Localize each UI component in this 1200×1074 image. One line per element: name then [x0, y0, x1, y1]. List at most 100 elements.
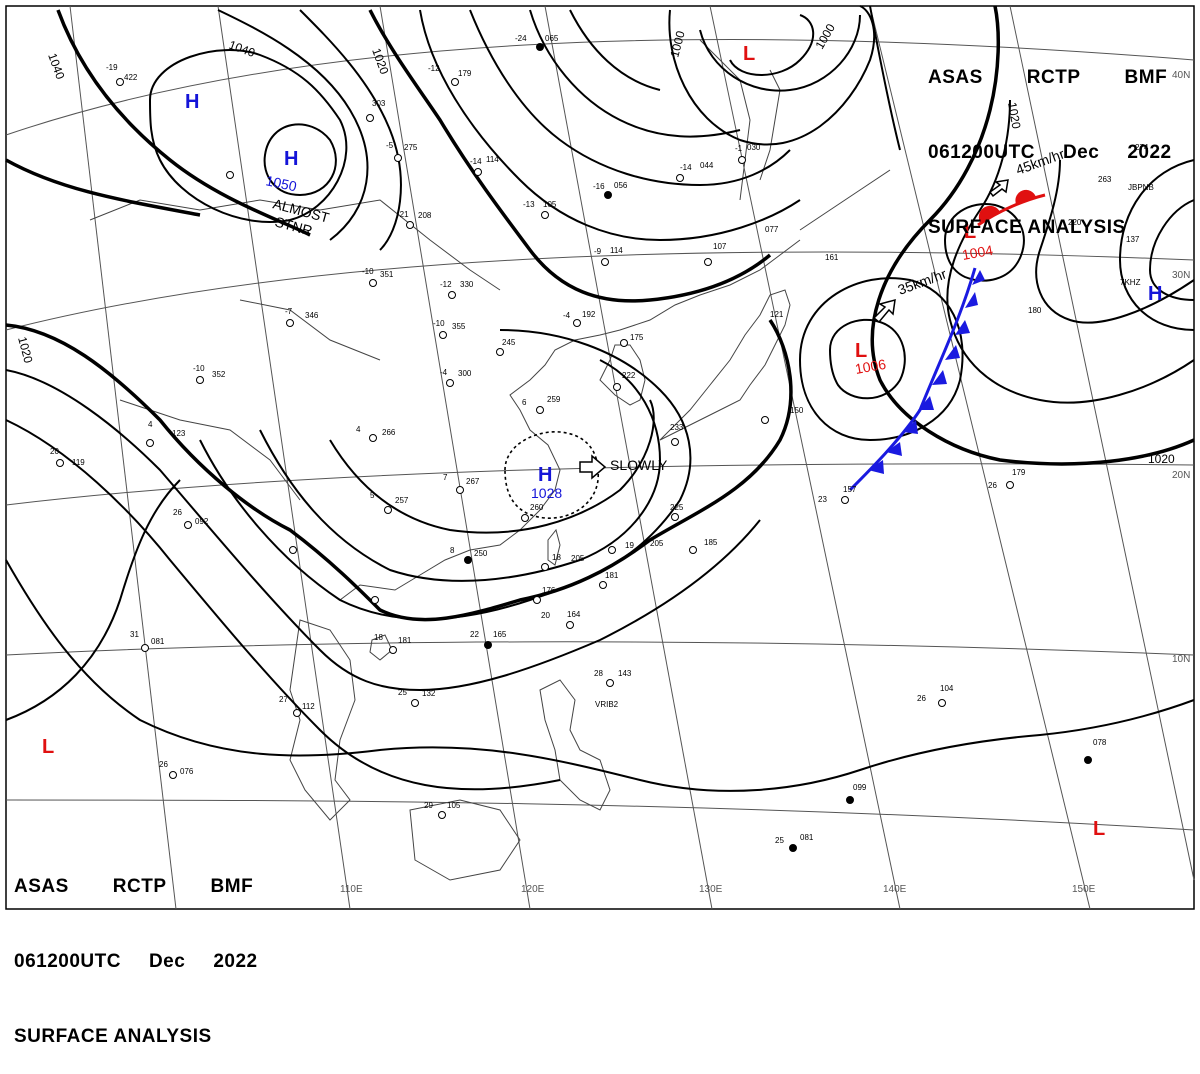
isobar-east-h-inner [1148, 199, 1195, 301]
station-pressure: 175 [630, 333, 644, 342]
arrow-35-icon [872, 298, 896, 324]
station-temp: -5 [386, 141, 394, 150]
header-station: RCTP [1026, 67, 1081, 88]
high-center-label: H [1148, 283, 1162, 305]
isobar-label: 1020 [1005, 101, 1023, 130]
low-center-label: L [1093, 818, 1105, 840]
station-temp: -9 [594, 247, 602, 256]
isobar-1020-north [368, 9, 772, 303]
warm-front-bump [1015, 189, 1036, 204]
coast-taiwan [547, 528, 561, 566]
isobar-1040-west [56, 9, 311, 237]
station-temp: 4 [356, 425, 361, 434]
station-symbol [464, 556, 472, 564]
station-pressure: 185 [704, 538, 718, 547]
station-pressure: 300 [458, 369, 472, 378]
station-pressure: 076 [180, 767, 194, 776]
station-temp: 26 [159, 760, 168, 769]
coast-okhotsk [699, 39, 751, 201]
station-symbol [604, 191, 612, 199]
station-temp: 26 [917, 694, 926, 703]
isobar-1020-east-outer [870, 5, 1195, 466]
header-agency: ASAS [14, 876, 69, 897]
station-pressure: 275 [404, 143, 418, 152]
header-month: Dec [1062, 142, 1100, 163]
station-symbol [438, 811, 446, 819]
station-temp: -13 [523, 200, 535, 209]
isobar-north-a [217, 9, 369, 241]
cold-front-tooth [945, 345, 960, 360]
header-agency: ASAS [928, 67, 983, 88]
station-temp: -19 [106, 63, 118, 72]
warm-front [977, 189, 1046, 227]
coast-borneo [409, 799, 521, 881]
station-symbol [1084, 756, 1092, 764]
coast-indochina [289, 619, 356, 821]
low-center-label: L [42, 736, 54, 758]
station-symbol [566, 621, 574, 629]
station-symbol [474, 168, 482, 176]
station-temp: -12 [440, 280, 452, 289]
station-symbol [366, 114, 374, 122]
station-pressure: 121 [770, 310, 784, 319]
station-pressure: 119 [72, 458, 85, 467]
meridian-100e [69, 5, 177, 910]
high-center-label: H [185, 91, 199, 113]
isobar-label: 1020 [15, 335, 36, 365]
station-pressure: 081 [151, 637, 165, 646]
station-pressure: 065 [545, 34, 559, 43]
station-temp: -10 [433, 319, 445, 328]
header-title: SURFACE ANALYSIS [14, 1026, 212, 1047]
cold-front-tooth [932, 370, 947, 385]
low-center-value: 1004 [961, 242, 995, 263]
station-temp: -24 [515, 34, 527, 43]
station-symbol [439, 331, 447, 339]
station-temp: 20 [50, 447, 59, 456]
station-pressure: 164 [567, 610, 581, 619]
station-pressure: 260 [530, 503, 544, 512]
coast-borders [89, 199, 501, 501]
arrow-slowly-icon [579, 454, 607, 480]
isobar-sw-a [5, 369, 761, 692]
station-id: 7KHZ [1120, 278, 1141, 287]
station-pressure: 303 [372, 99, 386, 108]
station-pressure: 105 [543, 200, 557, 209]
isobar-low-1006-outer [798, 277, 964, 442]
station-symbol [451, 78, 459, 86]
station-symbol [573, 319, 581, 327]
header-office: BMF [210, 876, 254, 897]
warm-front-bump [978, 205, 1000, 222]
station-symbol [411, 699, 419, 707]
arrow-45-icon [988, 179, 1009, 198]
station-pressure: 123 [172, 429, 186, 438]
isobar-east-h [1118, 159, 1195, 331]
isobar-1050-center [263, 123, 337, 197]
station-temp: 28 [594, 669, 603, 678]
header-bottom: ASAS RCTP BMF 061200UTC Dec 2022 SURFACE ANA… [14, 824, 258, 1074]
station-pressure: 192 [582, 310, 596, 319]
station-pressure: 180 [1028, 306, 1042, 315]
station-symbol [369, 279, 377, 287]
isobar-1040-west-b [5, 158, 201, 217]
station-temp: 27 [279, 695, 288, 704]
isobar-h-inner [148, 49, 348, 223]
station-pressure: 346 [305, 311, 319, 320]
station-pressure: 105 [447, 801, 461, 810]
station-temp: 19 [625, 541, 634, 550]
header-row-2: 061200UTC Dec 2022 [14, 949, 258, 974]
meridian-120e [379, 5, 531, 910]
station-temp: -10 [362, 267, 374, 276]
header-title: SURFACE ANALYSIS [928, 217, 1126, 238]
station-symbol [541, 211, 549, 219]
isobar-low-1006 [828, 318, 906, 400]
station-temp: -4 [563, 311, 571, 320]
station-symbol [448, 291, 456, 299]
station-symbol [846, 796, 854, 804]
station-pressure: 220 [1068, 218, 1082, 227]
parallel-30n [5, 251, 1195, 331]
station-symbol [841, 496, 849, 504]
station-pressure: 205 [571, 554, 585, 563]
station-symbol [521, 514, 529, 522]
lat-label: 20N [1172, 470, 1190, 481]
station-pressure: 422 [124, 73, 138, 82]
